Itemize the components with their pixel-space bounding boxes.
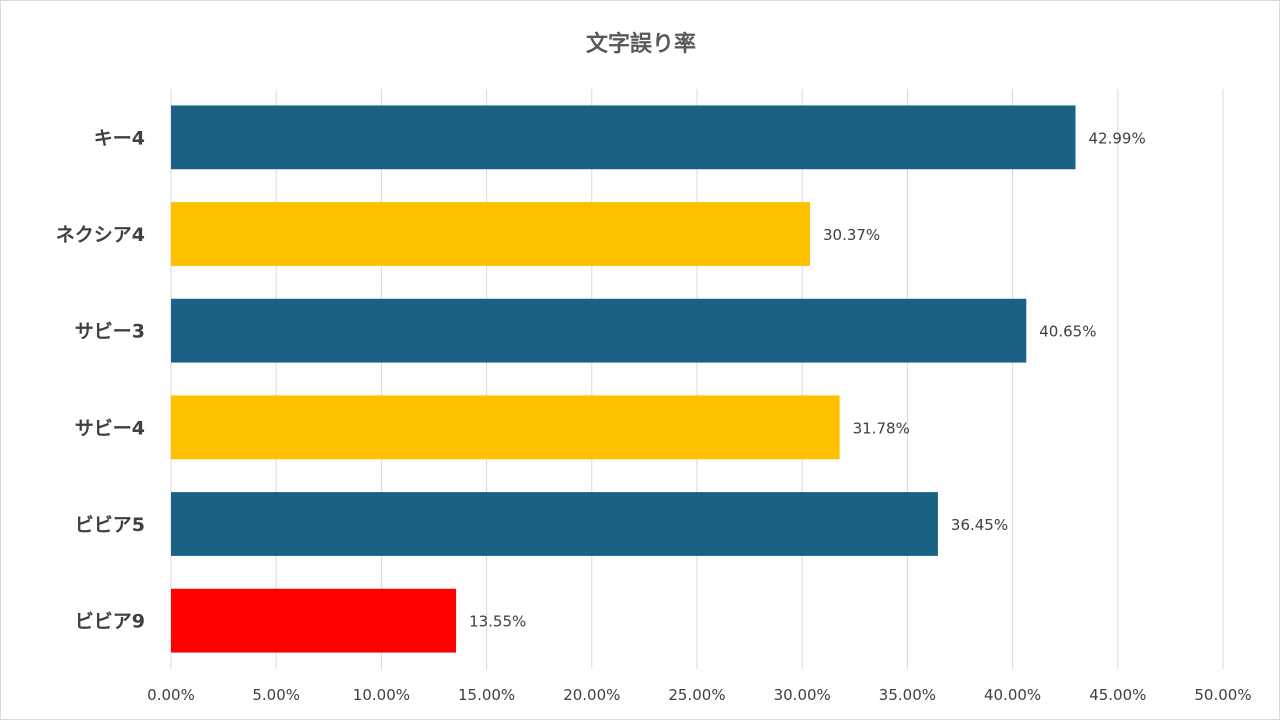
x-tick-label: 25.00% bbox=[668, 686, 725, 704]
bar bbox=[171, 588, 457, 653]
gridlines bbox=[170, 89, 1224, 669]
x-tick-label: 45.00% bbox=[1089, 686, 1146, 704]
chart-title: 文字誤り率 bbox=[586, 31, 696, 57]
category-label: サビー4 bbox=[75, 417, 145, 439]
bar bbox=[171, 395, 840, 460]
data-labels: 42.99% 30.37% 40.65% 31.78% 36.45% 13.55% bbox=[469, 129, 1146, 630]
x-tick-label: 20.00% bbox=[563, 686, 620, 704]
x-tick-label: 0.00% bbox=[147, 686, 195, 704]
bars bbox=[171, 105, 1076, 653]
category-label: ネクシア4 bbox=[56, 224, 145, 246]
x-tick-label: 10.00% bbox=[353, 686, 410, 704]
bar bbox=[171, 492, 938, 556]
category-label: サビー3 bbox=[75, 321, 145, 343]
data-label: 30.37% bbox=[823, 226, 880, 244]
data-label: 40.65% bbox=[1039, 323, 1096, 341]
bar bbox=[171, 202, 810, 266]
data-label: 36.45% bbox=[951, 516, 1008, 534]
x-tick-label: 50.00% bbox=[1194, 686, 1251, 704]
category-label: ビビア5 bbox=[75, 514, 145, 536]
x-tick-label: 35.00% bbox=[879, 686, 936, 704]
category-labels: キー4 ネクシア4 サビー3 サビー4 ビビア5 ビビア9 bbox=[56, 127, 145, 632]
x-tick-label: 40.00% bbox=[984, 686, 1041, 704]
data-label: 31.78% bbox=[853, 419, 910, 437]
category-label: キー4 bbox=[94, 127, 145, 149]
x-axis-tick-labels: 0.00% 5.00% 10.00% 15.00% 20.00% 25.00% 30.00%… bbox=[147, 686, 1251, 704]
bar bbox=[171, 298, 1027, 363]
x-tick-label: 30.00% bbox=[774, 686, 831, 704]
category-label: ビビア9 bbox=[75, 611, 145, 633]
data-label: 13.55% bbox=[469, 613, 526, 631]
bar bbox=[171, 105, 1076, 170]
x-tick-label: 15.00% bbox=[458, 686, 515, 704]
x-tick-label: 5.00% bbox=[252, 686, 300, 704]
data-label: 42.99% bbox=[1089, 129, 1146, 147]
